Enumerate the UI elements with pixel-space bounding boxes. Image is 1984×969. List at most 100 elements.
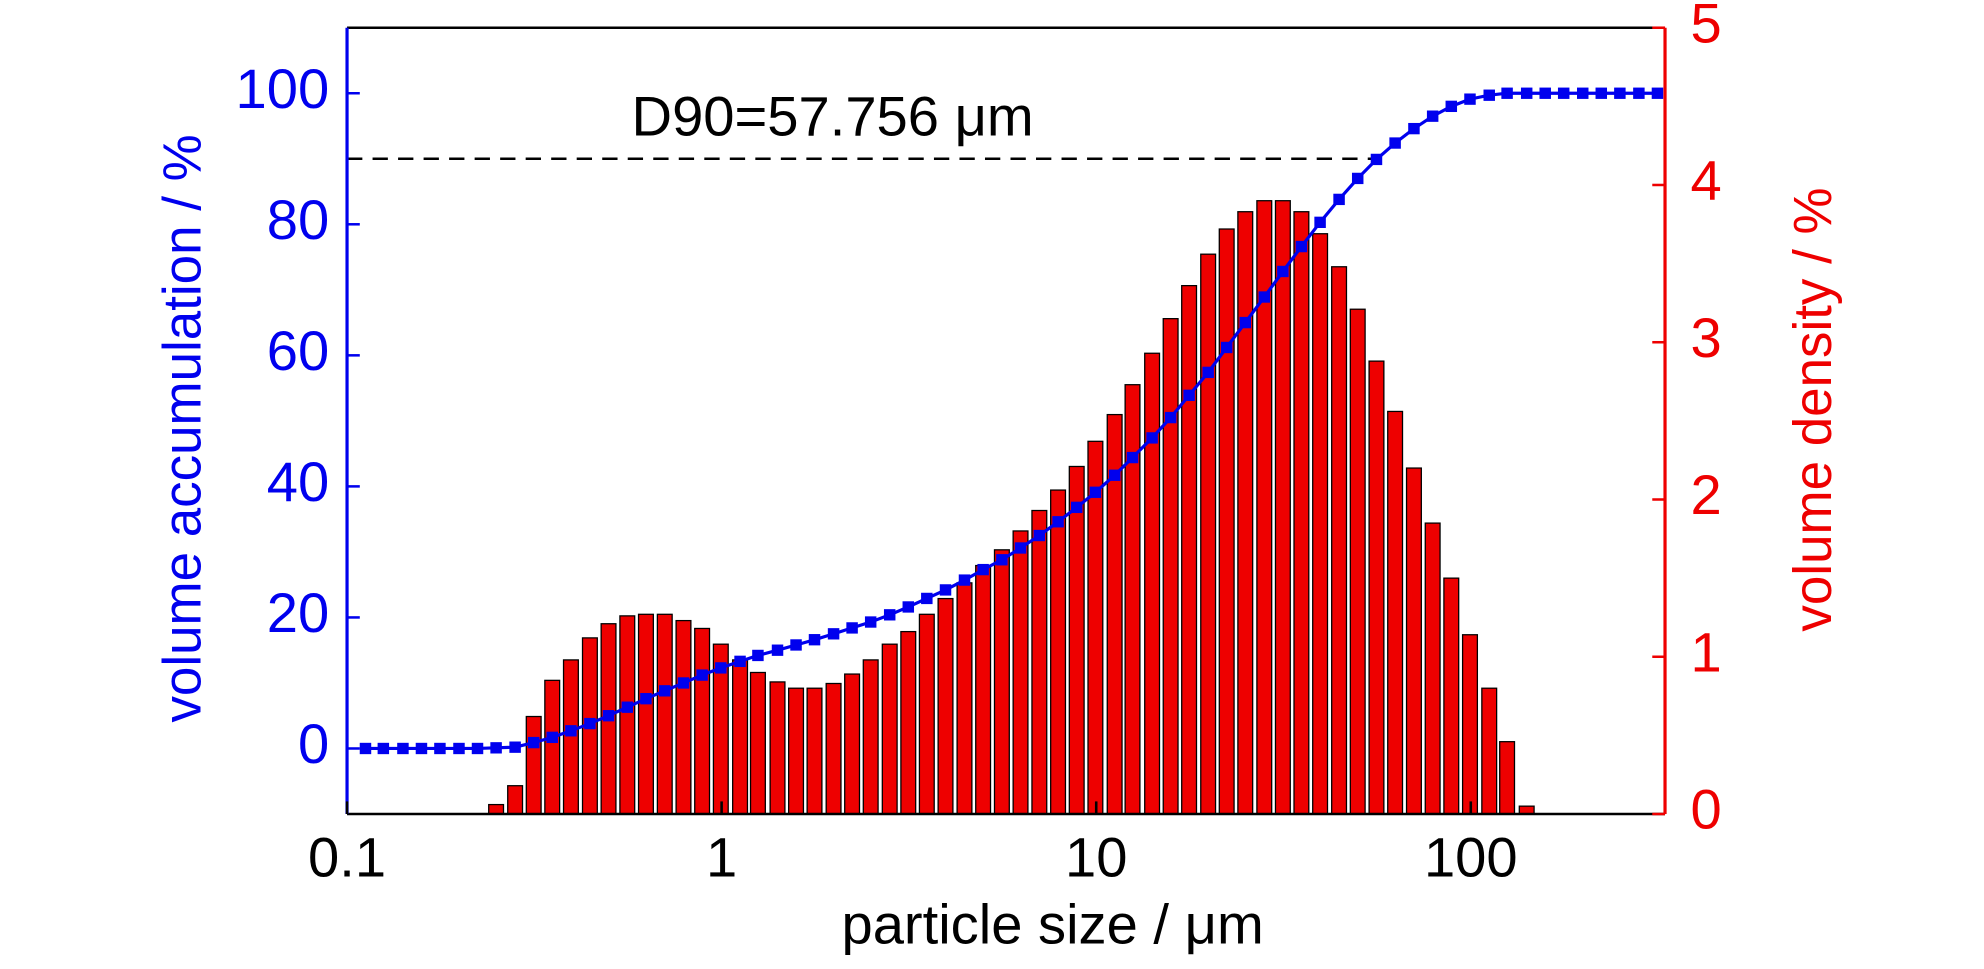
y-tick-label: 100 bbox=[236, 57, 330, 120]
point bbox=[1520, 87, 1533, 99]
point bbox=[1239, 316, 1252, 329]
bar bbox=[937, 597, 954, 815]
bar bbox=[825, 682, 842, 815]
bar bbox=[749, 671, 766, 815]
point bbox=[565, 725, 577, 737]
point bbox=[846, 622, 858, 634]
point bbox=[1052, 516, 1064, 528]
bar bbox=[956, 582, 973, 815]
point bbox=[1483, 89, 1495, 101]
point bbox=[1126, 451, 1139, 464]
point bbox=[1033, 529, 1046, 542]
point bbox=[1014, 542, 1027, 554]
point bbox=[902, 601, 915, 613]
bar bbox=[1481, 687, 1498, 815]
point bbox=[1389, 137, 1401, 149]
point bbox=[790, 639, 802, 651]
point bbox=[1089, 486, 1102, 498]
bar bbox=[1331, 266, 1348, 815]
point bbox=[1445, 100, 1458, 113]
point bbox=[434, 742, 446, 755]
bar bbox=[1293, 211, 1310, 815]
bar bbox=[844, 673, 861, 815]
bar bbox=[1424, 522, 1441, 815]
point bbox=[677, 677, 690, 689]
bar bbox=[918, 613, 935, 815]
point bbox=[1108, 469, 1121, 481]
point bbox=[1146, 432, 1158, 444]
point bbox=[1164, 411, 1177, 424]
point bbox=[958, 574, 971, 586]
y2-tick-label: 3 bbox=[1691, 306, 1722, 369]
point bbox=[1314, 216, 1326, 228]
y-tick-label: 40 bbox=[267, 450, 329, 513]
point bbox=[696, 669, 708, 681]
x-tick-label: 10 bbox=[1065, 826, 1127, 889]
point bbox=[1651, 87, 1664, 99]
point bbox=[1501, 87, 1513, 99]
bar bbox=[1461, 634, 1479, 815]
bar bbox=[1274, 200, 1291, 815]
bar bbox=[1499, 741, 1516, 815]
bar bbox=[1387, 410, 1404, 815]
point bbox=[1595, 87, 1608, 99]
bar bbox=[1031, 509, 1048, 815]
point bbox=[490, 742, 502, 754]
point bbox=[1408, 122, 1420, 135]
point bbox=[939, 584, 952, 596]
bar bbox=[1050, 489, 1067, 815]
point bbox=[1577, 87, 1589, 99]
point bbox=[808, 634, 821, 646]
point bbox=[734, 655, 746, 668]
y-tick-label: 20 bbox=[267, 581, 329, 644]
bar bbox=[488, 803, 505, 815]
point bbox=[883, 609, 896, 621]
y-tick-label: 60 bbox=[267, 319, 329, 382]
bar bbox=[975, 564, 992, 815]
bar bbox=[637, 613, 654, 815]
x-tick-label: 1 bbox=[706, 826, 737, 889]
bar bbox=[1162, 318, 1179, 815]
bar bbox=[1144, 352, 1161, 815]
point bbox=[1464, 93, 1476, 105]
point bbox=[1258, 291, 1271, 303]
bar bbox=[1218, 228, 1235, 815]
point bbox=[1333, 193, 1345, 206]
bar bbox=[694, 627, 711, 815]
point bbox=[509, 741, 521, 753]
annotation: D90=57.756 μm bbox=[632, 85, 1034, 148]
x-axis-label: particle size / μm bbox=[841, 893, 1263, 956]
point bbox=[377, 742, 390, 755]
point bbox=[1633, 87, 1645, 99]
y2-tick-label: 2 bbox=[1691, 463, 1722, 526]
bar bbox=[525, 715, 542, 815]
y2-axis-label: volume density / % bbox=[1784, 187, 1843, 631]
bar bbox=[993, 549, 1010, 815]
point bbox=[1295, 240, 1308, 253]
bar bbox=[806, 687, 823, 815]
bar bbox=[1312, 233, 1329, 815]
point bbox=[1202, 366, 1214, 379]
point bbox=[397, 742, 409, 755]
point bbox=[771, 644, 784, 656]
cumulative-line bbox=[365, 91, 1658, 751]
bar bbox=[788, 687, 805, 815]
x-tick-label: 0.1 bbox=[308, 826, 386, 889]
bar bbox=[1405, 467, 1422, 815]
bar bbox=[1349, 308, 1366, 815]
bar bbox=[1200, 253, 1217, 815]
y2-tick-label: 5 bbox=[1691, 0, 1722, 54]
bar bbox=[1443, 577, 1460, 815]
bar bbox=[675, 619, 692, 815]
y2-tick-label: 1 bbox=[1691, 621, 1722, 684]
point bbox=[1426, 110, 1439, 122]
y-axis-label: volume accumulation / % bbox=[153, 134, 212, 722]
point bbox=[1539, 87, 1551, 99]
point bbox=[471, 742, 484, 755]
point bbox=[527, 736, 540, 749]
bar bbox=[656, 613, 673, 815]
point bbox=[359, 742, 372, 755]
y-tick-label: 80 bbox=[267, 188, 329, 251]
